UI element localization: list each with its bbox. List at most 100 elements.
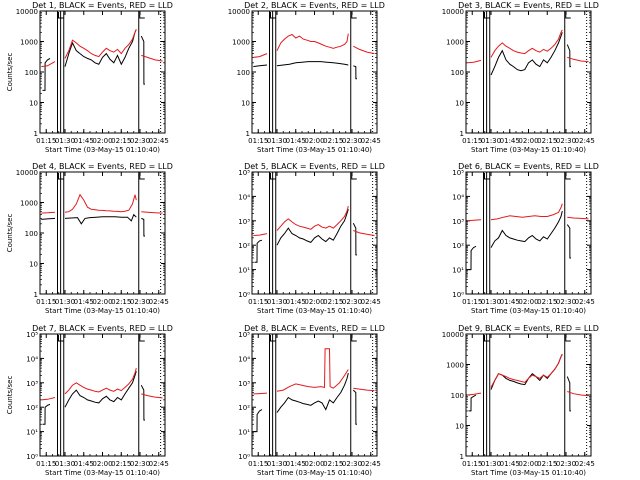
events-line [42, 403, 51, 425]
lld-line [276, 205, 349, 231]
y-tick-label: 1000 [446, 362, 464, 370]
y-tick-label: 1 [246, 130, 250, 138]
x-tick-label: 01:30 [481, 460, 501, 468]
series-group [41, 367, 163, 425]
lld-line [276, 348, 349, 392]
x-tick-label: 01:45 [286, 298, 306, 306]
y-tick-label: 10 [29, 100, 38, 108]
y-tick-label: 10 [455, 100, 464, 108]
x-tick-label: 02:30 [556, 137, 576, 145]
plot-frame [251, 171, 378, 295]
lld-line [141, 211, 163, 214]
x-tick-label: 01:45 [500, 137, 520, 145]
x-tick-label: 01:45 [74, 460, 94, 468]
y-tick-label: 1 [34, 291, 38, 299]
plot-frame [465, 10, 592, 134]
lld-line [253, 392, 268, 395]
marker-bracket [58, 12, 64, 19]
lld-line [41, 61, 56, 68]
x-axis-label: Start Time (03-May-15 01:10:40) [45, 469, 160, 477]
x-tick-label: 02:15 [111, 137, 131, 145]
marker-bracket [351, 12, 357, 19]
events-line [276, 372, 349, 413]
lld-line [253, 53, 268, 58]
events-line [64, 29, 137, 67]
events-line [468, 394, 477, 412]
x-axis-label: Start Time (03-May-15 01:10:40) [45, 146, 160, 154]
events-line [276, 209, 349, 246]
x-tick-label: 02:45 [361, 460, 381, 468]
y-tick-label: 10⁴ [238, 355, 250, 363]
chart-title: Det 4, BLACK = Events, RED = LLD [32, 162, 173, 171]
y-tick-label: 1000 [446, 39, 464, 47]
y-axis-label: Counts/sec [6, 376, 14, 415]
x-tick-label: 02:30 [342, 137, 362, 145]
lld-line [64, 367, 137, 395]
y-tick-label: 10³ [452, 218, 464, 226]
y-tick-label: 10³ [238, 218, 250, 226]
lld-line [41, 211, 56, 214]
events-line [490, 210, 563, 248]
x-tick-label: 01:15 [462, 460, 482, 468]
x-tick-label: 01:15 [36, 137, 56, 145]
chart-title: Det 6, BLACK = Events, RED = LLD [458, 162, 599, 171]
chart-title: Det 2, BLACK = Events, RED = LLD [244, 1, 385, 10]
x-tick-label: 02:00 [92, 137, 112, 145]
x-tick-label: 02:00 [304, 460, 324, 468]
y-tick-label: 1 [34, 130, 38, 138]
events-line [140, 35, 145, 85]
x-tick-label: 01:15 [462, 137, 482, 145]
x-tick-label: 01:30 [267, 137, 287, 145]
x-tick-label: 01:30 [481, 298, 501, 306]
plot-frame [465, 171, 592, 295]
marker-bracket [270, 12, 276, 19]
y-tick-label: 100 [25, 69, 38, 77]
x-tick-label: 02:15 [537, 460, 557, 468]
events-line [254, 409, 263, 433]
y-tick-label: 10⁵ [238, 331, 250, 339]
x-tick-label: 02:30 [342, 460, 362, 468]
y-tick-label: 1 [460, 453, 464, 461]
series-group [253, 348, 375, 433]
marker-bracket [484, 335, 490, 342]
events-line [64, 371, 137, 408]
x-tick-label: 02:00 [518, 137, 538, 145]
lld-line [41, 397, 56, 401]
x-tick-label: 01:30 [55, 460, 75, 468]
series-group [467, 353, 589, 412]
x-tick-label: 02:15 [111, 298, 131, 306]
x-tick-label: 01:45 [500, 460, 520, 468]
x-tick-label: 01:30 [481, 137, 501, 145]
events-line [490, 353, 563, 390]
chart-panel: Det 8, BLACK = Events, RED = LLD01:1501:… [238, 324, 385, 477]
series-group [467, 203, 589, 271]
plot-frame [465, 333, 592, 457]
x-axis-label: Start Time (03-May-15 01:10:40) [257, 146, 372, 154]
chart-title: Det 1, BLACK = Events, RED = LLD [32, 1, 173, 10]
y-tick-label: 100 [25, 230, 38, 238]
plot-frame [251, 10, 378, 134]
lld-line [567, 391, 589, 397]
x-tick-label: 01:45 [74, 137, 94, 145]
x-tick-label: 01:45 [74, 298, 94, 306]
marker-bracket [351, 335, 357, 342]
chart-panel: Det 1, BLACK = Events, RED = LLD 01:15 01:… [6, 1, 173, 154]
y-axis-label: Counts/sec [6, 214, 14, 253]
x-tick-label: 02:00 [304, 137, 324, 145]
x-tick-label: 02:45 [149, 460, 169, 468]
x-tick-label: 02:15 [537, 298, 557, 306]
lld-line [467, 219, 482, 222]
series-group [253, 205, 375, 263]
lld-line [490, 29, 563, 58]
marker-bracket [270, 173, 276, 180]
marker-bracket [565, 12, 571, 19]
y-tick-label: 10⁰ [26, 453, 38, 461]
chart-title: Det 5, BLACK = Events, RED = LLD [244, 162, 385, 171]
lld-line [567, 216, 589, 220]
y-tick-label: 10⁰ [238, 453, 250, 461]
x-tick-label: 02:45 [149, 298, 169, 306]
x-tick-label: 02:45 [575, 460, 595, 468]
x-axis-label: Start Time (03-May-15 01:10:40) [257, 307, 372, 315]
y-tick-label: 10⁴ [26, 355, 38, 363]
chart-title: Det 9, BLACK = Events, RED = LLD [458, 324, 599, 333]
